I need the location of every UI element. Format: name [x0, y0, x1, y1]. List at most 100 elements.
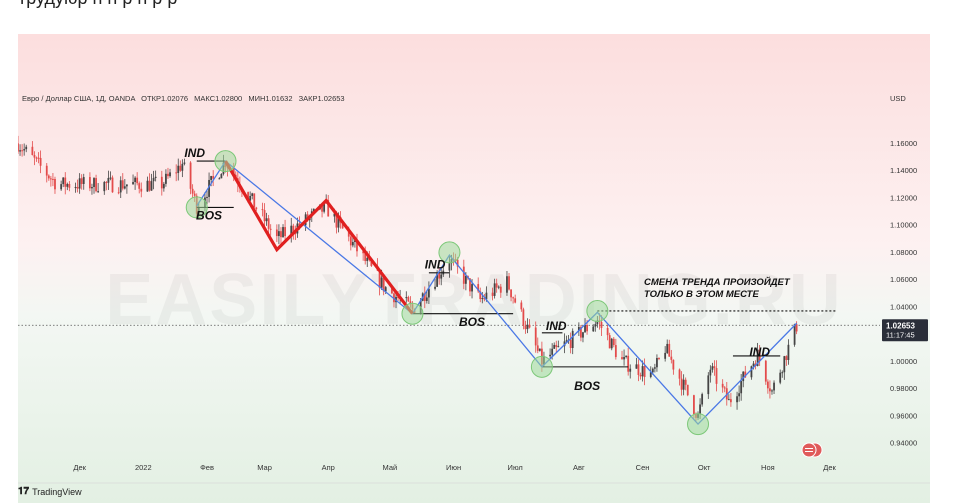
candle-body	[366, 257, 369, 262]
candle-body	[569, 339, 572, 349]
candle-body	[594, 324, 597, 327]
candle-body	[351, 241, 354, 246]
candle-body	[282, 227, 284, 238]
candle-body	[713, 366, 716, 369]
candle-body	[773, 382, 775, 391]
y-tick-label: 1.16000	[890, 139, 917, 148]
candle-body	[672, 359, 675, 370]
candle-body	[220, 173, 223, 179]
candle-body	[512, 297, 515, 299]
candle-body	[520, 302, 523, 310]
candle-body	[380, 277, 383, 288]
candle-body	[68, 183, 71, 188]
candle-body	[321, 204, 323, 212]
candle-body	[52, 178, 54, 180]
candle-body	[206, 196, 208, 198]
candle-body	[723, 387, 726, 389]
tradingview-logo-icon: 𝟏𝟕	[18, 486, 30, 497]
candle-body	[534, 327, 537, 346]
candle-body	[218, 178, 221, 180]
candle-body	[448, 263, 451, 271]
candle-body	[783, 356, 786, 373]
candle-body	[290, 225, 293, 237]
symbol-info: Евро / Доллар США, 1Д, OANDA ОТКР1.02076…	[22, 94, 345, 103]
candle-body	[557, 346, 560, 348]
candle-body	[639, 374, 642, 377]
candle-body	[742, 371, 745, 382]
candle-body	[89, 177, 91, 189]
candle-body	[123, 186, 126, 189]
candle-body	[656, 358, 658, 368]
y-tick-label: 0.98000	[890, 384, 917, 393]
candle-body	[333, 213, 336, 217]
candle-body	[407, 297, 410, 302]
x-tick-label: Дек	[823, 463, 836, 472]
candle-body	[635, 364, 638, 369]
candle-body	[612, 338, 615, 346]
candle-body	[18, 143, 19, 152]
candle-body	[744, 371, 747, 378]
top-cropped-text: трудуюр н н р н р р	[18, 0, 177, 9]
candle-body	[107, 177, 110, 183]
candle-body	[641, 366, 644, 377]
candle-body	[649, 372, 652, 378]
candle-body	[119, 180, 122, 193]
candle-body	[146, 180, 149, 192]
candle-body	[625, 355, 628, 358]
candle-body	[362, 251, 365, 254]
candle-body	[33, 155, 36, 158]
candle-body	[711, 366, 714, 370]
candle-body	[707, 375, 710, 395]
candle-body	[37, 157, 40, 159]
candle-body	[255, 207, 258, 210]
current-price-time: 11:17:45	[886, 330, 915, 339]
candle-body	[715, 368, 718, 384]
candle-body	[592, 326, 595, 332]
tradingview-logo[interactable]: 𝟏𝟕 TradingView	[18, 486, 82, 497]
candle-body	[571, 330, 574, 349]
candle-body	[469, 278, 471, 292]
candle-body	[493, 283, 496, 296]
candle-body	[261, 209, 264, 211]
candle-body	[471, 284, 473, 292]
candle-body	[327, 200, 330, 217]
candle-body	[208, 179, 210, 197]
candle-body	[152, 177, 155, 182]
candle-body	[495, 283, 498, 288]
trend-change-note-line2: ТОЛЬКО В ЭТОМ МЕСТЕ	[644, 289, 759, 300]
candle-body	[766, 381, 769, 389]
candle-body	[409, 301, 412, 305]
candle-body	[793, 324, 796, 345]
candle-body	[779, 372, 782, 383]
candle-body	[356, 240, 358, 252]
candle-body	[76, 186, 79, 189]
event-flag-icon[interactable]	[801, 442, 817, 458]
chart-area[interactable]: EASILYTRADING.RU IND BOS IND BOS IND BOS IND СМ…	[18, 34, 930, 503]
candle-body	[479, 291, 482, 300]
candle-body	[709, 369, 712, 376]
candle-body	[109, 177, 112, 179]
candle-body	[787, 344, 790, 360]
candle-body	[323, 202, 326, 212]
candle-body	[477, 284, 480, 292]
candle-body	[577, 326, 580, 331]
candle-body	[586, 325, 588, 332]
candle-body	[175, 172, 178, 174]
candle-body	[80, 178, 83, 184]
candle-body	[499, 286, 502, 293]
candle-body	[251, 193, 254, 196]
candle-body	[25, 146, 28, 150]
candle-body	[284, 227, 286, 237]
candle-body	[623, 357, 625, 360]
candle-body	[752, 363, 755, 367]
candle-body	[280, 231, 282, 238]
candle-body	[179, 165, 182, 171]
candle-body	[247, 192, 249, 201]
candle-body	[740, 381, 743, 394]
candle-body	[680, 378, 683, 390]
price-chart-svg[interactable]: EASILYTRADING.RU IND BOS IND BOS IND BOS IND СМ…	[18, 34, 930, 503]
candle-body	[312, 209, 315, 212]
candle-body	[117, 192, 120, 194]
y-tick-label: 1.10000	[890, 221, 917, 230]
candle-body	[514, 298, 517, 303]
